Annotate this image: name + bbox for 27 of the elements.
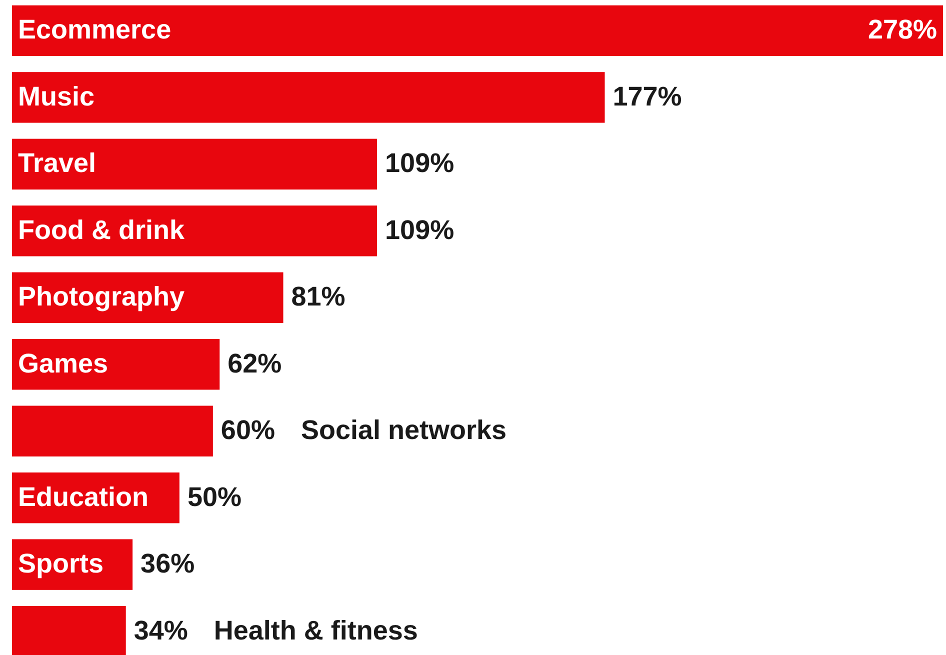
y-tick-label: Health & fitness	[214, 615, 418, 646]
y-tick-label: Sports	[18, 548, 104, 579]
data-label: 278%	[868, 14, 937, 45]
bar	[12, 5, 943, 56]
bar	[12, 606, 126, 655]
y-tick-label: Social networks	[300, 415, 507, 446]
data-label: 109%	[385, 148, 454, 178]
y-tick-label: Food & drink	[18, 214, 186, 245]
y-tick-label: Education	[18, 482, 149, 512]
data-label: 62%	[228, 348, 282, 378]
bar	[12, 339, 220, 390]
bar	[12, 72, 605, 123]
data-label: 60%	[220, 415, 275, 446]
data-label: 177%	[612, 81, 682, 112]
y-tick-label: Photography	[18, 282, 184, 312]
bar	[12, 206, 378, 256]
data-label: 81%	[291, 282, 346, 312]
data-label: 50%	[187, 482, 242, 512]
data-label: 109%	[385, 214, 454, 245]
y-tick-label: Games	[18, 348, 108, 378]
y-tick-label: Travel	[18, 148, 96, 178]
y-tick-label: Music	[18, 81, 95, 112]
bar	[12, 138, 378, 190]
y-tick-label: Ecommerce	[18, 14, 172, 45]
data-label: 34%	[134, 615, 188, 646]
bar	[12, 406, 213, 456]
data-label: 36%	[140, 548, 195, 579]
